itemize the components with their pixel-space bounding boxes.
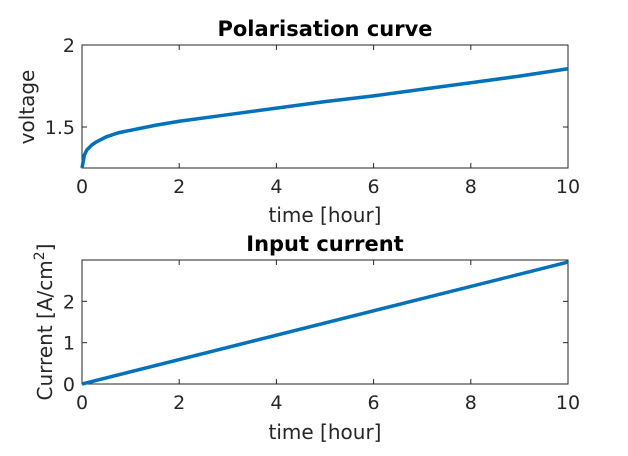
- y-axis-label: voltage: [15, 70, 39, 145]
- series-line: [81, 260, 569, 386]
- tick-group: 0 2 4 6 8 10 0 1 2: [63, 260, 580, 414]
- axes-box: [81, 44, 569, 169]
- tick-group: 0 2 4 6 8 10 1.5 2: [45, 35, 580, 198]
- series-group: [80, 67, 569, 169]
- x-tick-label: 0: [76, 392, 88, 414]
- y-axis-label-superscript: 2: [32, 251, 48, 260]
- x-axis-label: time [hour]: [269, 203, 382, 227]
- series-line: [80, 67, 569, 169]
- input-current-plot: Input current 0 2 4 6 8 10 0 1 2 time [hour] Cur…: [32, 232, 580, 444]
- y-axis-label-end: ]: [33, 244, 57, 252]
- y-axis-label: Current [A/cm2]: [32, 244, 57, 401]
- y-tick-label: 0: [63, 374, 75, 396]
- x-tick-label: 10: [556, 176, 580, 198]
- chart-title: Polarisation curve: [217, 17, 432, 41]
- chart-title: Input current: [246, 232, 403, 256]
- x-tick-label: 2: [173, 176, 185, 198]
- y-tick-label: 2: [63, 35, 75, 57]
- x-tick-label: 4: [270, 392, 282, 414]
- x-tick-label: 10: [556, 392, 580, 414]
- x-tick-label: 6: [368, 392, 380, 414]
- x-tick-label: 8: [465, 392, 477, 414]
- x-tick-label: 0: [76, 176, 88, 198]
- x-tick-label: 8: [465, 176, 477, 198]
- y-tick-label: 1: [63, 333, 75, 355]
- x-tick-label: 6: [368, 176, 380, 198]
- polarisation-plot: Polarisation curve 0 2 4 6 8 10 1.5 2 time [hou…: [15, 17, 580, 227]
- x-tick-label: 4: [270, 176, 282, 198]
- x-tick-label: 2: [173, 392, 185, 414]
- series-group: [81, 260, 569, 386]
- y-tick-label: 2: [63, 291, 75, 313]
- y-tick-label: 1.5: [45, 117, 75, 139]
- x-axis-label: time [hour]: [269, 420, 382, 444]
- y-axis-label-main: Current [A/cm: [33, 260, 57, 400]
